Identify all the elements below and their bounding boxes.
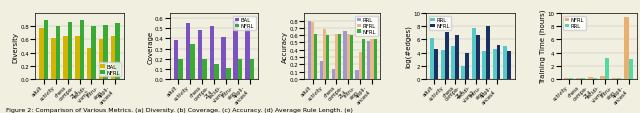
Legend: BAL, NFRL: BAL, NFRL: [234, 17, 256, 31]
Bar: [338, 34, 341, 79]
Bar: [358, 52, 362, 79]
Bar: [350, 36, 353, 79]
Bar: [600, 77, 605, 79]
Bar: [326, 36, 330, 79]
Legend: RRL, RFRL, NFRL: RRL, RFRL, NFRL: [355, 17, 378, 36]
Bar: [332, 69, 335, 79]
Bar: [99, 40, 103, 79]
Bar: [250, 59, 254, 79]
Bar: [115, 24, 120, 79]
Bar: [214, 64, 219, 79]
Bar: [441, 51, 445, 79]
Bar: [576, 78, 581, 79]
Bar: [87, 49, 92, 79]
Bar: [226, 68, 230, 79]
Bar: [174, 41, 179, 79]
Legend: BAL, NFRL: BAL, NFRL: [99, 63, 121, 77]
Bar: [347, 34, 350, 79]
Bar: [56, 27, 60, 79]
Bar: [461, 66, 465, 79]
Legend: NFRL, RRL: NFRL, RRL: [563, 17, 586, 31]
Bar: [362, 39, 365, 79]
Bar: [238, 59, 243, 79]
Bar: [103, 26, 108, 79]
Bar: [320, 61, 323, 79]
Bar: [374, 39, 377, 79]
Bar: [628, 60, 634, 79]
Bar: [79, 21, 84, 79]
Bar: [624, 17, 628, 79]
Bar: [311, 23, 314, 79]
Bar: [323, 30, 326, 79]
Bar: [605, 58, 609, 79]
Bar: [308, 21, 311, 79]
Bar: [68, 23, 72, 79]
Y-axis label: Training Time (hours): Training Time (hours): [540, 10, 546, 84]
Legend: RRL, NFRL: RRL, NFRL: [429, 17, 451, 31]
Bar: [186, 24, 190, 79]
Bar: [371, 39, 374, 79]
Bar: [221, 38, 226, 79]
Bar: [445, 32, 449, 79]
Bar: [202, 59, 207, 79]
Bar: [51, 38, 56, 79]
Y-axis label: Accuracy: Accuracy: [282, 31, 288, 62]
Bar: [367, 42, 371, 79]
Text: Figure 2: Comparison of Various Metrics. (a) Diversity. (b) Coverage. (c) Accura: Figure 2: Comparison of Various Metrics.…: [6, 107, 353, 112]
Bar: [344, 32, 347, 79]
Bar: [245, 29, 250, 79]
Bar: [455, 36, 459, 79]
Y-axis label: Diversity: Diversity: [13, 31, 19, 62]
Bar: [111, 37, 115, 79]
Bar: [198, 31, 202, 79]
Bar: [588, 77, 593, 79]
Bar: [593, 78, 597, 79]
Bar: [44, 21, 48, 79]
Bar: [355, 70, 358, 79]
Bar: [179, 59, 183, 79]
Bar: [92, 27, 96, 79]
Bar: [314, 34, 317, 79]
Bar: [209, 27, 214, 79]
Bar: [482, 51, 486, 79]
Bar: [507, 52, 511, 79]
Bar: [476, 36, 480, 79]
Bar: [451, 47, 455, 79]
Bar: [63, 37, 68, 79]
Y-axis label: Coverage: Coverage: [147, 30, 154, 63]
Bar: [39, 28, 44, 79]
Bar: [503, 47, 507, 79]
Bar: [612, 78, 617, 79]
Bar: [472, 29, 476, 79]
Bar: [234, 22, 238, 79]
Bar: [486, 27, 490, 79]
Bar: [190, 44, 195, 79]
Bar: [465, 53, 469, 79]
Y-axis label: log(#edges): log(#edges): [405, 25, 412, 68]
Bar: [434, 50, 438, 79]
Bar: [493, 49, 497, 79]
Bar: [430, 38, 434, 79]
Bar: [75, 37, 79, 79]
Bar: [335, 34, 338, 79]
Bar: [497, 45, 500, 79]
